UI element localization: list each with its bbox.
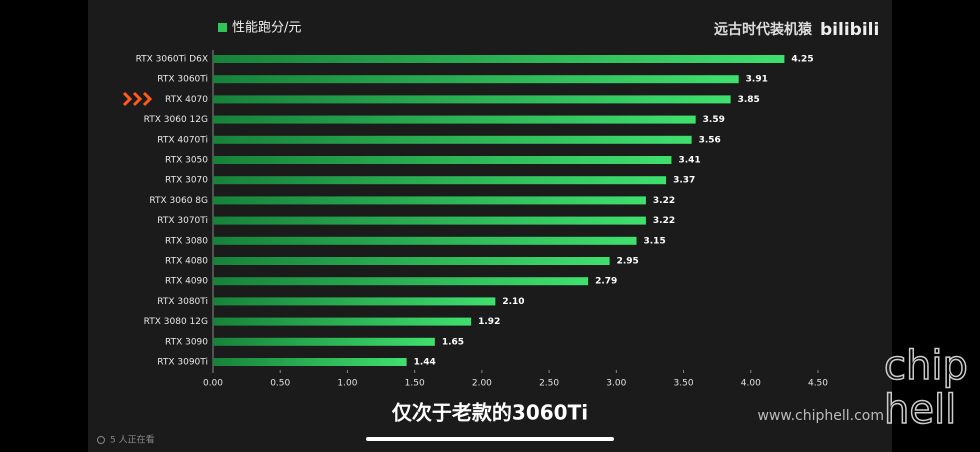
watermark: www.chiphell.com (758, 408, 884, 424)
legend-label: 性能跑分/元 (232, 21, 301, 36)
value-label: 3.22 (653, 196, 675, 206)
value-label: 3.85 (738, 95, 760, 105)
bar (213, 95, 731, 104)
platform-logo: bilibili (820, 20, 879, 40)
x-tick-label: 2.50 (539, 379, 559, 389)
value-label: 1.92 (478, 317, 500, 327)
bar (213, 176, 667, 185)
viewer-count: 5 人正在看 (110, 434, 155, 446)
channel-name: 远古时代装机猿 (714, 21, 813, 38)
bar (213, 135, 692, 144)
y-tick-label: RTX 3060Ti D6X (136, 55, 208, 65)
y-tick-label: RTX 3090Ti (157, 358, 208, 368)
value-label: 1.44 (414, 358, 436, 368)
value-label: 2.79 (595, 277, 617, 287)
y-tick-label: RTX 3070 (165, 176, 208, 186)
x-tick-label: 1.00 (337, 379, 357, 389)
bar (213, 55, 785, 63)
x-tick-label: 0.50 (270, 379, 290, 389)
value-label: 3.37 (673, 176, 695, 186)
bar (213, 317, 472, 326)
subtitle: 仅次于老款的3060Ti (392, 401, 588, 425)
value-label: 1.65 (442, 337, 464, 347)
bar (213, 277, 589, 286)
y-tick-label: RTX 3060Ti (157, 75, 208, 85)
y-tick-label: RTX 3050 (165, 156, 208, 166)
value-label: 3.91 (746, 75, 768, 85)
value-label: 2.95 (617, 257, 639, 267)
arrow (132, 91, 143, 107)
y-tick-label: RTX 3080 (165, 236, 208, 246)
arrow (142, 91, 153, 107)
x-tick-label: 2.00 (472, 379, 492, 389)
logo-top: chip (884, 343, 968, 389)
bar (213, 337, 435, 346)
y-tick-label: RTX 4070 (165, 95, 208, 105)
bar (213, 257, 610, 265)
y-tick-label: RTX 4070Ti (157, 135, 208, 145)
bar (213, 216, 646, 225)
value-label: 3.56 (699, 135, 721, 145)
bar (213, 75, 739, 84)
value-label: 3.22 (653, 216, 675, 226)
highlight-arrows (122, 91, 153, 107)
bar (213, 358, 407, 366)
x-tick-label: 1.50 (405, 379, 425, 389)
bar (213, 196, 646, 205)
viewer-icon (97, 436, 105, 444)
x-tick-label: 3.00 (606, 379, 626, 389)
arrow (122, 91, 133, 107)
y-tick-label: RTX 3080 12G (144, 317, 208, 327)
value-label: 3.59 (703, 115, 725, 125)
value-label: 3.41 (678, 156, 700, 166)
y-tick-label: RTX 3090 (165, 337, 208, 347)
y-tick-label: RTX 4080 (165, 257, 208, 267)
bar (213, 115, 696, 124)
logo-bottom: hell (884, 387, 956, 433)
x-tick-label: 4.00 (741, 379, 761, 389)
y-tick-label: RTX 3080Ti (157, 297, 208, 307)
legend-swatch (218, 23, 227, 32)
home-indicator (366, 437, 614, 441)
y-tick-label: RTX 3060 12G (144, 115, 208, 125)
x-tick-label: 3.50 (674, 379, 694, 389)
x-tick-label: 0.00 (203, 379, 223, 389)
bar (213, 236, 637, 245)
value-label: 2.10 (502, 297, 524, 307)
y-tick-label: RTX 3060 8G (149, 196, 208, 206)
x-tick-label: 4.50 (808, 379, 828, 389)
y-tick-label: RTX 3070Ti (157, 216, 208, 226)
bar (213, 156, 672, 164)
value-label: 3.15 (644, 236, 666, 246)
y-tick-label: RTX 4090 (165, 277, 208, 287)
bar (213, 297, 496, 306)
value-label: 4.25 (791, 55, 813, 65)
